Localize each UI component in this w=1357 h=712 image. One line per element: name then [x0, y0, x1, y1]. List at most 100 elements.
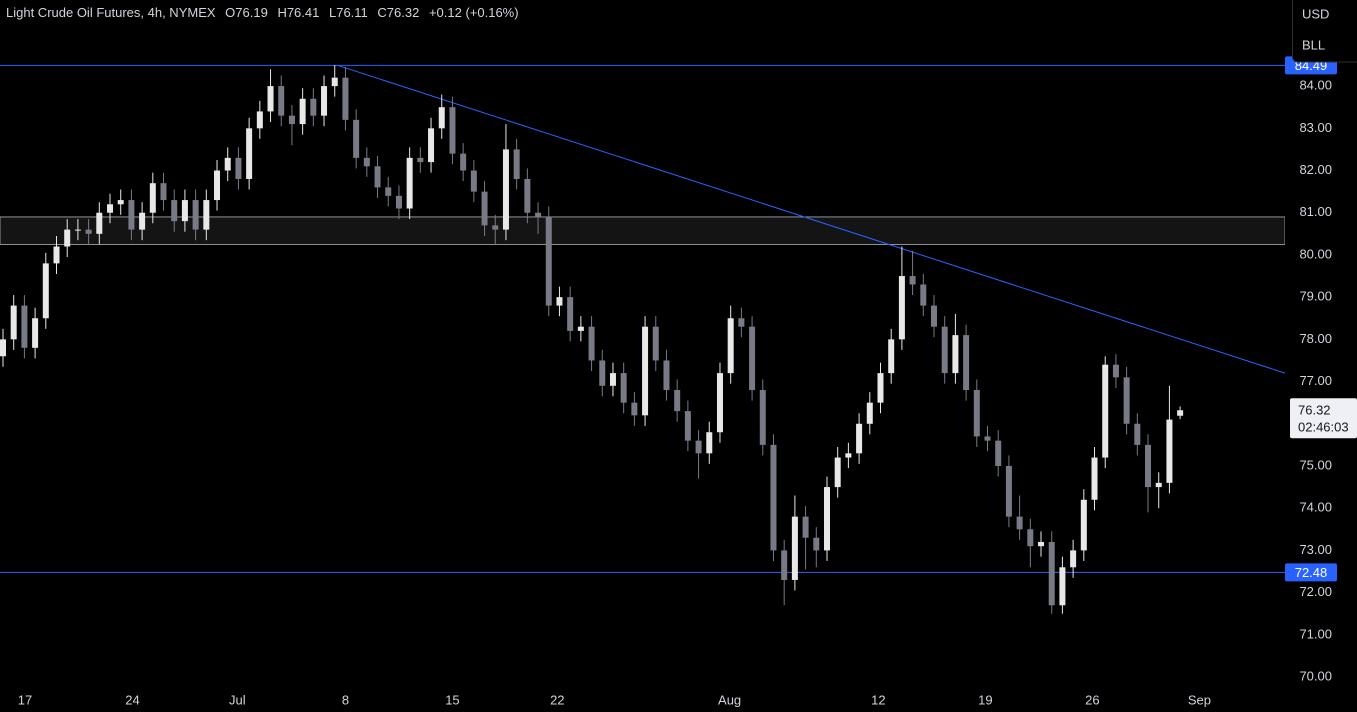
menu-item[interactable]: USD	[1302, 6, 1329, 21]
candle-body	[299, 98, 306, 125]
candle-body	[96, 212, 103, 234]
candle-body	[556, 297, 563, 306]
x-tick-label: 8	[342, 692, 349, 707]
candle-body	[160, 183, 167, 201]
candle-body	[524, 178, 531, 213]
candle-body	[1123, 377, 1130, 424]
candle-body	[706, 432, 713, 454]
last-price: 76.32	[1298, 403, 1331, 418]
candle-body	[417, 157, 424, 163]
legend-open: O76.19	[225, 5, 268, 20]
candle-body	[192, 200, 199, 230]
candle-body	[984, 436, 991, 441]
candle-body	[224, 157, 231, 171]
candle-body	[117, 200, 124, 205]
candle-body	[1059, 567, 1066, 606]
candle-body	[502, 149, 509, 230]
candle-body	[1134, 423, 1141, 445]
candle-body	[310, 98, 317, 116]
candle-body	[128, 200, 135, 230]
candle-body	[1027, 529, 1034, 547]
candle-body	[931, 305, 938, 327]
y-tick-label: 80.00	[1299, 246, 1332, 261]
candle-body	[609, 373, 616, 386]
candle-body	[171, 200, 178, 222]
candle-body	[909, 276, 916, 285]
x-tick-label: 12	[871, 692, 885, 707]
candle-body	[395, 195, 402, 209]
candle-body	[963, 335, 970, 391]
candle-body	[535, 212, 542, 217]
candle-body	[1155, 482, 1162, 488]
candle-body	[952, 335, 959, 374]
candle-body	[470, 170, 477, 192]
x-tick-label: 15	[445, 692, 459, 707]
candle-body	[791, 516, 798, 580]
legend-low: L76.11	[329, 5, 368, 20]
candle-body	[856, 423, 863, 454]
candle-body	[492, 225, 499, 230]
price-label: 72.48	[1295, 565, 1328, 580]
legend-change: +0.12 (+0.16%)	[429, 5, 519, 20]
candle-body	[139, 212, 146, 230]
candle-body	[21, 305, 28, 348]
candle-body	[449, 107, 456, 154]
candle-body	[428, 128, 435, 163]
price-label-box	[1285, 563, 1337, 582]
candle-body	[770, 444, 777, 551]
y-tick-label: 73.00	[1299, 542, 1332, 557]
candle-body	[331, 77, 338, 87]
candle-body	[545, 216, 552, 306]
candle-body	[363, 157, 370, 167]
candle-body	[749, 326, 756, 391]
candle-body	[32, 318, 39, 348]
currency-menu[interactable]	[1292, 0, 1357, 63]
candle-body	[1048, 541, 1055, 606]
candle-body	[1070, 550, 1077, 568]
candle-body	[599, 360, 606, 386]
y-tick-label: 77.00	[1299, 373, 1332, 388]
candle-body	[0, 339, 6, 357]
candle-body	[716, 373, 723, 433]
candle-body	[995, 440, 1002, 466]
y-tick-label: 74.00	[1299, 500, 1332, 515]
bar-countdown: 02:46:03	[1298, 420, 1349, 435]
candle-body	[1005, 465, 1012, 517]
candle-body	[631, 402, 638, 416]
y-tick-label: 82.00	[1299, 162, 1332, 177]
candle-body	[321, 86, 328, 116]
candle-body	[941, 326, 948, 374]
x-tick-label: Jul	[229, 692, 246, 707]
y-tick-label: 75.00	[1299, 457, 1332, 472]
legend-close: C76.32	[377, 5, 419, 20]
candle-body	[256, 111, 263, 129]
candle-body	[64, 229, 71, 247]
candle-body	[181, 200, 188, 222]
candle-body	[695, 440, 702, 454]
symbol-name: Light Crude Oil Futures, 4h, NYMEX	[6, 5, 216, 20]
x-tick-label: 22	[550, 692, 564, 707]
candle-body	[845, 453, 852, 458]
y-tick-label: 81.00	[1299, 204, 1332, 219]
candle-body	[973, 390, 980, 437]
candle-body	[759, 390, 766, 445]
y-tick-label: 71.00	[1299, 626, 1332, 641]
candle-body	[834, 457, 841, 488]
candle-body	[738, 318, 745, 327]
menu-item[interactable]: BLL	[1302, 37, 1325, 52]
y-tick-label: 78.00	[1299, 331, 1332, 346]
candle-body	[1112, 364, 1119, 378]
candle-body	[1145, 444, 1152, 488]
candle-body	[652, 326, 659, 361]
candle-body	[438, 107, 445, 129]
candle-body	[813, 537, 820, 551]
candle-body	[866, 402, 873, 424]
candle-body	[342, 77, 349, 120]
candle-body	[214, 170, 221, 201]
y-tick-label: 84.00	[1299, 78, 1332, 93]
candle-body	[620, 373, 627, 403]
candle-body	[353, 119, 360, 158]
